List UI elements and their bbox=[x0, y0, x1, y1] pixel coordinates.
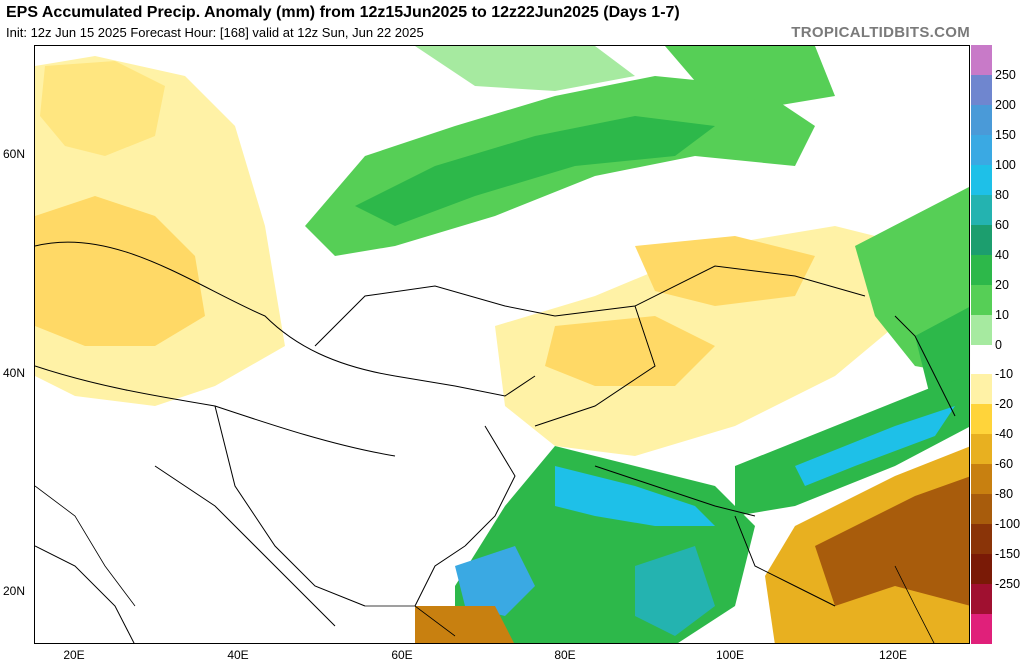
colorbar-segment bbox=[971, 524, 992, 555]
colorbar-segment bbox=[971, 554, 992, 585]
colorbar-tick-label: -250 bbox=[995, 577, 1021, 592]
colorbar-segment bbox=[971, 314, 992, 345]
colorbar-tick-label: 60 bbox=[995, 217, 1009, 232]
colorbar-tick-label: 200 bbox=[995, 97, 1016, 112]
country-borders bbox=[35, 241, 956, 643]
colorbar-tick-label: 80 bbox=[995, 187, 1009, 202]
map-panel bbox=[34, 45, 970, 644]
mongolia-dry-core bbox=[635, 236, 815, 306]
colorbar-segment bbox=[971, 404, 992, 435]
colorbar-segment bbox=[971, 164, 992, 196]
colorbar bbox=[971, 45, 992, 645]
colorbar-tick-label: -60 bbox=[995, 457, 1014, 472]
lon-label-120e: 120E bbox=[878, 648, 908, 662]
arctic-wet bbox=[415, 46, 635, 91]
colorbar-segment bbox=[971, 434, 992, 465]
colorbar-tick-label: -40 bbox=[995, 427, 1014, 442]
lat-label-20n: 20N bbox=[3, 584, 26, 598]
lat-label-40n: 40N bbox=[3, 366, 26, 380]
colorbar-tick-label: 40 bbox=[995, 247, 1009, 262]
colorbar-tick-label: 250 bbox=[995, 67, 1016, 82]
colorbar-tick-label: 150 bbox=[995, 127, 1016, 142]
coastlines bbox=[35, 485, 935, 643]
europe-dry-core bbox=[35, 196, 205, 346]
chart-subtitle: Init: 12z Jun 15 2025 Forecast Hour: [16… bbox=[6, 25, 424, 40]
arabian-sea-wet bbox=[455, 546, 535, 616]
colorbar-segment bbox=[971, 134, 992, 166]
tibet-dry bbox=[545, 316, 715, 386]
colorbar-tick-label: -80 bbox=[995, 487, 1014, 502]
lon-label-20e: 20E bbox=[63, 648, 85, 662]
colorbar-segment bbox=[971, 284, 992, 316]
colorbar-tick-label: -100 bbox=[995, 517, 1021, 532]
lon-label-80e: 80E bbox=[554, 648, 576, 662]
colorbar-tick-label: 100 bbox=[995, 157, 1016, 172]
colorbar-segment bbox=[971, 194, 992, 226]
colorbar-tick-label: 10 bbox=[995, 307, 1009, 322]
bay-bengal-wet bbox=[635, 546, 715, 636]
map-canvas bbox=[35, 46, 969, 643]
brand-watermark: TROPICALTIDBITS.COM bbox=[791, 24, 970, 41]
siberia-wet-core bbox=[355, 116, 715, 226]
lon-label-40e: 40E bbox=[227, 648, 249, 662]
arctic-wet-east bbox=[665, 46, 835, 106]
colorbar-tick-label: 0 bbox=[995, 337, 1002, 352]
lat-label-60n: 60N bbox=[3, 147, 26, 161]
south-india-dry bbox=[415, 606, 514, 643]
colorbar-segment bbox=[971, 494, 992, 525]
himalaya-wet-core bbox=[555, 466, 715, 526]
scandinavia-dry bbox=[40, 61, 165, 156]
lon-label-100e: 100E bbox=[715, 648, 745, 662]
colorbar-segment bbox=[971, 584, 992, 615]
chart-title: EPS Accumulated Precip. Anomaly (mm) fro… bbox=[6, 4, 680, 21]
colorbar-segment bbox=[971, 464, 992, 495]
south-china-dry-core bbox=[815, 476, 969, 606]
colorbar-tick-label: 20 bbox=[995, 277, 1009, 292]
china-wet-core bbox=[795, 406, 955, 486]
colorbar-segment bbox=[971, 614, 992, 645]
colorbar-segment bbox=[971, 45, 992, 76]
colorbar-segment bbox=[971, 224, 992, 256]
colorbar-segment bbox=[971, 74, 992, 106]
colorbar-tick-label: -20 bbox=[995, 397, 1014, 412]
colorbar-segment bbox=[971, 374, 992, 405]
lon-label-60e: 60E bbox=[391, 648, 413, 662]
colorbar-segment bbox=[971, 104, 992, 136]
colorbar-segment bbox=[971, 344, 992, 375]
colorbar-tick-label: -150 bbox=[995, 547, 1021, 562]
colorbar-tick-label: -10 bbox=[995, 367, 1014, 382]
colorbar-segment bbox=[971, 254, 992, 286]
